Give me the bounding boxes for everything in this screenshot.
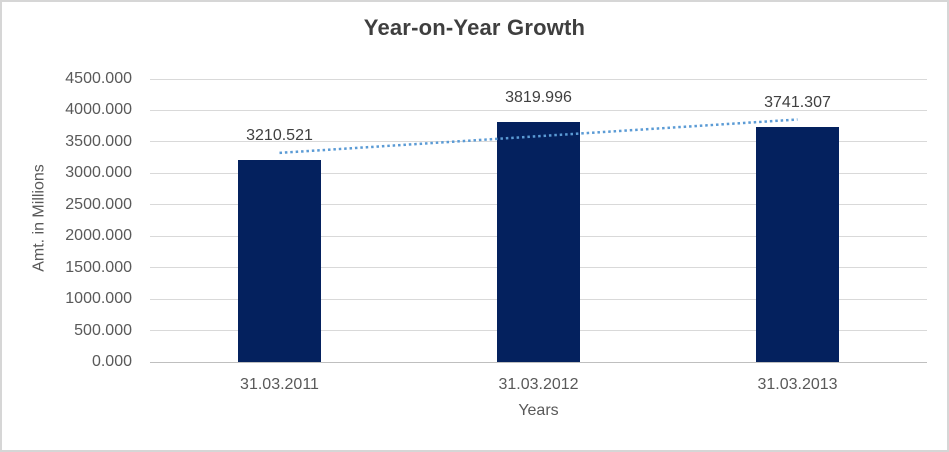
y-tick-label: 2000.000 bbox=[65, 227, 132, 245]
y-tick-label: 3000.000 bbox=[65, 164, 132, 182]
gridline bbox=[150, 78, 927, 80]
y-tick-label: 4500.000 bbox=[65, 70, 132, 87]
bar-data-label: 3210.521 bbox=[246, 127, 313, 145]
x-axis-line bbox=[150, 361, 927, 363]
plot-area bbox=[150, 78, 927, 363]
x-axis-title: Years bbox=[518, 402, 559, 419]
y-tick-label: 2500.000 bbox=[65, 195, 132, 213]
y-tick-label: 3500.000 bbox=[65, 132, 132, 150]
y-tick-label: 4000.000 bbox=[65, 101, 132, 119]
y-tick-label: 0.000 bbox=[91, 353, 132, 370]
bar bbox=[238, 160, 321, 362]
bar-data-label: 3741.307 bbox=[764, 93, 831, 111]
bar bbox=[497, 121, 580, 362]
y-tick-label: 500.000 bbox=[74, 321, 132, 339]
gridline bbox=[150, 109, 927, 111]
chart-title: Year-on-Year Growth bbox=[363, 15, 586, 40]
x-category-label: 31.03.2013 bbox=[757, 376, 838, 393]
x-category-label: 31.03.2011 bbox=[240, 376, 319, 393]
x-category-label: 31.03.2012 bbox=[498, 376, 579, 393]
bar-data-label: 3819.996 bbox=[505, 88, 572, 106]
y-tick-label: 1000.000 bbox=[65, 290, 132, 308]
y-tick-label: 1500.000 bbox=[65, 258, 132, 276]
bar bbox=[756, 126, 839, 362]
